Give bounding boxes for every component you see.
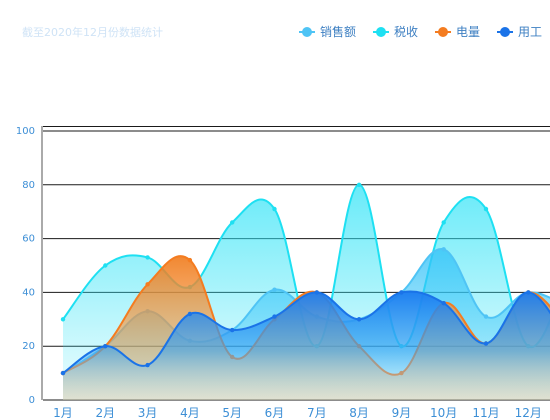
y-tick-label: 40: [22, 287, 35, 298]
y-tick-label: 100: [16, 126, 35, 137]
x-tick-label: 8月: [349, 406, 369, 420]
data-point: [145, 282, 150, 287]
x-tick-label: 5月: [222, 406, 242, 420]
chart-title: 截至2020年12月份数据统计: [22, 26, 163, 39]
data-point: [441, 220, 446, 225]
x-tick-label: 2月: [95, 406, 115, 420]
legend-marker-icon: [435, 26, 452, 38]
x-tick-label: 12月: [515, 406, 542, 420]
x-tick-label: 1月: [53, 406, 73, 420]
x-tick-label: 10月: [430, 406, 457, 420]
data-point: [272, 287, 277, 292]
data-point: [483, 206, 489, 212]
data-point: [356, 317, 362, 322]
x-tick-label: 11月: [472, 406, 499, 420]
y-tick-label: 0: [29, 395, 35, 406]
data-point: [103, 263, 108, 268]
x-tick-label: 3月: [138, 406, 158, 420]
data-point: [60, 370, 66, 376]
legend-item[interactable]: 用工: [497, 23, 542, 40]
y-tick-label: 80: [22, 180, 35, 191]
data-point: [145, 362, 150, 368]
data-point: [441, 247, 446, 252]
data-point: [187, 257, 193, 263]
data-point: [272, 314, 277, 319]
y-tick-label: 60: [22, 234, 35, 245]
legend-label: 电量: [456, 25, 481, 39]
legend-label: 税收: [394, 25, 419, 39]
x-tick-label: 9月: [392, 406, 412, 420]
data-point: [356, 182, 362, 187]
x-tick-label: 6月: [265, 406, 285, 420]
legend: 销售额 税收 电量 用工: [299, 23, 542, 40]
legend-label: 销售额: [320, 25, 357, 39]
legend-item[interactable]: 电量: [435, 23, 480, 40]
x-tick-label: 4月: [180, 406, 200, 420]
data-point: [272, 206, 277, 212]
y-tick-label: 20: [22, 341, 35, 352]
data-point: [483, 314, 489, 319]
legend-marker-icon: [373, 26, 390, 38]
data-point: [230, 220, 235, 225]
data-point: [230, 327, 235, 333]
legend-item[interactable]: 税收: [373, 23, 418, 40]
legend-marker-icon: [497, 26, 514, 38]
data-point: [103, 344, 108, 349]
data-point: [60, 317, 66, 322]
legend-label: 用工: [518, 25, 543, 39]
data-point: [399, 290, 404, 295]
legend-marker-icon: [299, 26, 315, 38]
data-point: [187, 311, 193, 317]
data-point: [314, 290, 319, 295]
x-tick-label: 7月: [307, 406, 327, 420]
data-point: [441, 300, 446, 306]
data-point: [145, 255, 150, 260]
legend-item[interactable]: 销售额: [299, 23, 356, 40]
data-point: [483, 341, 489, 346]
data-point: [526, 290, 531, 295]
